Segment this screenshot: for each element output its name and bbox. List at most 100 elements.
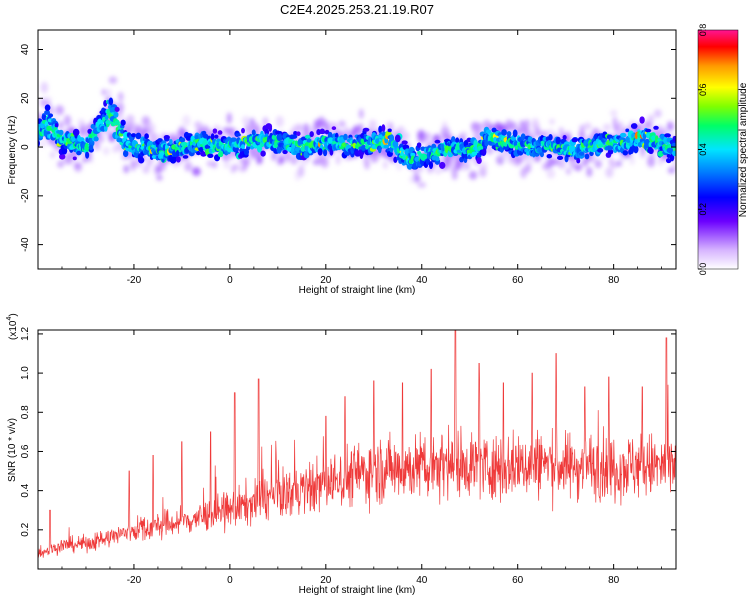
- spectrogram-blob: [240, 144, 246, 150]
- colorbar-label: Normalized spectral amplitude: [738, 82, 749, 217]
- spectrogram-x-tick-label: -20: [127, 275, 142, 286]
- spectrogram-blob: [114, 120, 120, 126]
- spectrogram-blob: [44, 104, 51, 111]
- snr-y-tick-label: 1.2: [20, 327, 31, 341]
- spectrogram-blob: [105, 120, 112, 125]
- spectrogram-halo-blob: [223, 161, 231, 169]
- spectrogram-halo-blob: [459, 130, 469, 140]
- colorbar-tick-label: 0.0: [698, 263, 708, 276]
- spectrogram-halo-blob: [382, 160, 388, 170]
- spectrogram-blob: [323, 149, 328, 157]
- spectrogram-blob: [44, 110, 50, 115]
- spectrogram-blob: [306, 138, 312, 143]
- spectrogram-blob: [548, 134, 553, 141]
- spectrogram-blob: [317, 148, 323, 156]
- spectrogram-halo-blob: [599, 153, 607, 160]
- spectrogram-blob: [434, 139, 441, 144]
- spectrogram-blob: [571, 137, 578, 143]
- spectrogram-halo-blob: [558, 127, 565, 137]
- spectrogram-halo-blob: [108, 76, 118, 84]
- spectrogram-halo-blob: [226, 112, 232, 124]
- spectrogram-halo-blob: [639, 151, 646, 159]
- spectrogram-blob: [663, 136, 668, 144]
- spectrogram-blob: [72, 128, 80, 137]
- spectrogram-x-tick-label: 60: [512, 275, 524, 286]
- spectrogram-blob: [597, 143, 604, 148]
- spectrogram-halo-blob: [415, 175, 421, 182]
- spectrogram-blob: [359, 152, 364, 160]
- spectrogram-blob: [200, 151, 207, 157]
- spectrogram-blob: [251, 129, 256, 136]
- spectrogram-x-tick-label: 40: [416, 275, 428, 286]
- spectrogram-halo-blob: [666, 121, 674, 132]
- spectrogram-halo-blob: [49, 151, 56, 159]
- spectrogram-blob: [345, 150, 350, 156]
- spectrogram-blob: [93, 136, 99, 142]
- spectrogram-halo-blob: [423, 132, 432, 141]
- spectrogram-halo-blob: [575, 163, 583, 172]
- spectrogram-halo-blob: [211, 161, 218, 169]
- spectrogram-blob: [578, 151, 585, 156]
- snr-frame: [37, 329, 677, 570]
- spectrogram-halo-blob: [357, 123, 364, 131]
- spectrogram-blob: [41, 114, 47, 121]
- spectrogram-halo-blob: [524, 164, 532, 174]
- spectrogram-blob: [387, 128, 392, 133]
- spectrogram-blob: [198, 147, 204, 153]
- spectrogram-halo-blob: [546, 168, 556, 179]
- spectrogram-halo-blob: [662, 126, 668, 134]
- spectrogram-blob: [416, 142, 422, 149]
- spectrogram-halo-blob: [227, 127, 237, 138]
- spectrogram-blob: [485, 129, 492, 134]
- spectrogram-blob: [108, 97, 114, 106]
- snr-y-label: SNR (10 * v/v): [7, 418, 18, 482]
- spectrogram-halo-blob: [605, 166, 614, 178]
- spectrogram-blob: [194, 135, 200, 140]
- spectrogram-blob: [157, 138, 163, 143]
- spectrogram-blob: [120, 119, 126, 126]
- spectrogram-halo-blob: [130, 160, 138, 168]
- spectrogram-blob: [241, 127, 245, 134]
- spectrogram-energy: [38, 76, 676, 189]
- snr-scale-base: (x10: [8, 320, 19, 340]
- spectrogram-halo-blob: [278, 154, 285, 164]
- spectrogram-blob: [381, 124, 386, 133]
- snr-y-tick-label: 0.6: [20, 444, 31, 458]
- spectrogram-blob: [46, 125, 53, 132]
- spectrogram-halo-blob: [275, 115, 284, 128]
- spectrogram-blob: [129, 135, 134, 143]
- spectrogram-halo-blob: [117, 91, 124, 102]
- spectrogram-blob: [383, 144, 390, 149]
- spectrogram-blob: [84, 142, 90, 151]
- spectrogram-blob: [207, 153, 214, 159]
- spectrogram-blob: [185, 135, 192, 141]
- spectrogram-halo-blob: [417, 181, 427, 189]
- spectrogram-blob: [144, 133, 149, 140]
- spectrogram-halo-blob: [63, 115, 72, 127]
- spectrogram-blob: [138, 157, 145, 164]
- spectrogram-halo-blob: [373, 155, 380, 162]
- spectrogram-x-tick-label: 0: [227, 275, 233, 286]
- spectrogram-halo-blob: [583, 122, 592, 130]
- spectrogram-halo-blob: [618, 155, 626, 162]
- spectrogram-blob: [230, 137, 237, 142]
- spectrogram-blob: [214, 134, 219, 139]
- spectrogram-blob: [260, 150, 266, 157]
- spectrogram-blob: [512, 129, 518, 138]
- spectrogram-halo-blob: [647, 114, 655, 123]
- spectrogram-halo-blob: [44, 96, 52, 103]
- spectrogram-halo-blob: [191, 167, 201, 177]
- spectrogram-x-label: Height of straight line (km): [299, 285, 416, 296]
- spectrogram-core-layer: [38, 97, 676, 170]
- svg-text:(x104): (x104): [6, 313, 19, 340]
- spectrogram-halo-blob: [184, 161, 193, 172]
- spectrogram-blob: [520, 133, 526, 141]
- spectrogram-blob: [256, 144, 263, 153]
- snr-x-tick-label: 40: [416, 575, 428, 586]
- spectrogram-halo-blob: [40, 81, 49, 94]
- spectrogram-blob: [118, 132, 124, 137]
- spectrogram-blob: [455, 138, 460, 143]
- spectrogram-blob: [476, 157, 482, 165]
- snr-y-tick-label: 1.0: [20, 366, 31, 380]
- spectrogram-blob: [104, 114, 109, 121]
